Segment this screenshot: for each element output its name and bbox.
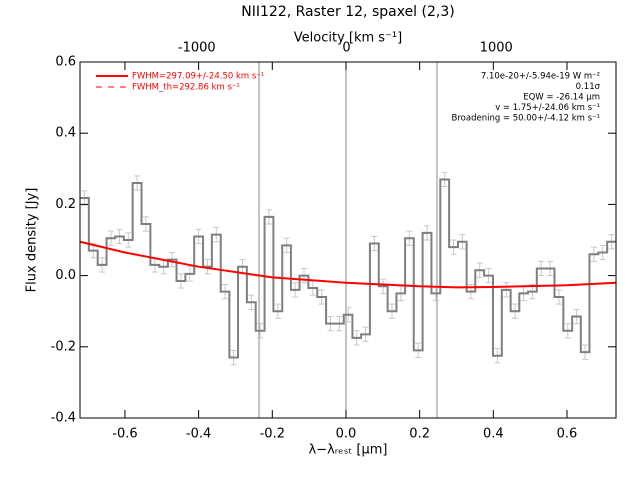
y-tick-label: -0.2	[51, 339, 76, 354]
legend-label: FWHM_th=292.86 km s⁻¹	[132, 83, 240, 93]
x2-tick-label: 1000	[480, 41, 513, 56]
x-tick-label: 0.4	[483, 427, 504, 442]
y-axis-label: Flux density [Jy]	[25, 188, 40, 293]
chart-title: NII122, Raster 12, spaxel (2,3)	[241, 4, 454, 20]
x2-axis-label: Velocity [km s⁻¹]	[294, 31, 402, 46]
annotation: EQW = -26.14 μm	[523, 93, 600, 103]
x2-tick-label: 0	[342, 41, 350, 56]
y-tick-label: -0.4	[51, 411, 76, 426]
y-tick-label: 0.2	[55, 197, 76, 212]
x-axis-label: λ−λᵣₑₛₜ [μm]	[309, 443, 388, 458]
fit-line	[79, 240, 617, 289]
annotation: Broadening = 50.00+/-4.12 km s⁻¹	[452, 114, 600, 124]
annotation: 0.11σ	[576, 82, 601, 92]
x2-tick-label: -1000	[178, 41, 216, 56]
y-tick-label: 0.6	[55, 55, 76, 70]
x-tick-label: 0.6	[557, 427, 578, 442]
x-tick-label: -0.4	[186, 427, 211, 442]
x-tick-label: 0.0	[336, 427, 357, 442]
annotation: 7.10e-20+/-5.94e-19 W m⁻²	[481, 72, 600, 82]
plot-frame	[79, 61, 617, 419]
x-tick-label: 0.2	[409, 427, 430, 442]
x-tick-label: -0.2	[260, 427, 285, 442]
annotation: v = 1.75+/-24.06 km s⁻¹	[495, 103, 600, 113]
x-tick-label: -0.6	[112, 427, 137, 442]
y-tick-label: 0.0	[55, 268, 76, 283]
y-tick-label: 0.4	[55, 126, 76, 141]
legend-label: FWHM=297.09+/-24.50 km s⁻¹	[132, 72, 264, 82]
